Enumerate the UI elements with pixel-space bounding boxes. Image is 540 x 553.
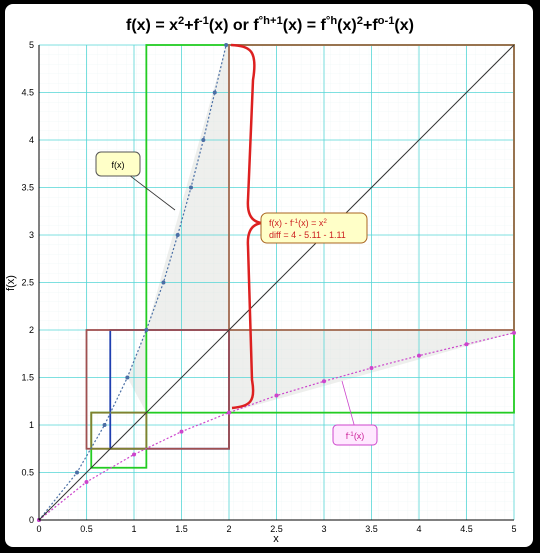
y-tick-label: 4.5 xyxy=(21,88,34,98)
series-finv-point xyxy=(84,480,89,484)
x-tick-label: 1 xyxy=(131,524,136,534)
x-tick-label: 4.5 xyxy=(460,524,473,534)
series-finv-point xyxy=(512,330,516,335)
finv-callout-box xyxy=(332,424,378,446)
diff-callout-line-1: f(x) - f-1(x) = x2 xyxy=(269,218,327,229)
series-finv-point xyxy=(369,366,374,370)
series-finv-point xyxy=(417,353,421,358)
y-tick-label: 5 xyxy=(29,40,34,50)
x-tick-label: 0 xyxy=(36,524,41,534)
finv-callout-text: f-1(x) xyxy=(346,431,365,442)
series-finv-point xyxy=(179,429,184,434)
f-callout: f(x) xyxy=(95,151,176,211)
x-tick-label: 4 xyxy=(416,524,421,534)
x-axis-label: x xyxy=(273,533,279,545)
chart-title: f(x) = x2+f-1(x) or f°h+1(x) = f°h(x)2+f… xyxy=(126,15,414,34)
square-5 xyxy=(90,411,148,450)
y-axis-label: f(x) xyxy=(5,275,17,291)
y-tick-label: 3.5 xyxy=(21,183,34,193)
series-f-point xyxy=(144,328,149,332)
finv-callout-pointer xyxy=(341,380,356,429)
y-tick-label: 0.5 xyxy=(21,468,34,478)
y-tick-labels: 0 0.5 1 1.5 2 2.5 3 3.5 4 4.5 5 xyxy=(21,40,34,525)
square-3 xyxy=(85,329,230,450)
series-finv-point xyxy=(274,393,279,398)
square-4 xyxy=(228,44,515,331)
diff-callout: f(x) - f-1(x) = x2 diff = 4 - 5.11 - 1.1… xyxy=(260,212,368,244)
y-tick-label: 2.5 xyxy=(21,278,34,288)
series-f-point xyxy=(189,185,193,190)
squares xyxy=(85,44,515,469)
series-identity-line xyxy=(38,44,515,521)
series-finv-point xyxy=(227,410,231,415)
series-finv-point xyxy=(464,342,469,347)
series-f-point xyxy=(224,43,229,47)
series-f-point xyxy=(175,233,180,237)
x-tick-labels: 0 0.5 1 1.5 2 2.5 3 3.5 4 4.5 5 xyxy=(36,524,516,534)
x-tick-label: 5 xyxy=(511,524,516,534)
y-tick-label: 3 xyxy=(29,230,34,240)
y-tick-label: 0 xyxy=(29,515,34,525)
y-tick-label: 2 xyxy=(29,325,34,335)
series xyxy=(37,43,516,522)
x-tick-label: 1.5 xyxy=(175,524,188,534)
series-f-point xyxy=(102,423,107,427)
series-finv-point xyxy=(322,379,326,384)
f-callout-text: f(x) xyxy=(112,160,125,170)
series-finv-point xyxy=(132,452,136,457)
series-f-point xyxy=(75,470,79,475)
series-f-point xyxy=(212,90,217,95)
x-tick-label: 0.5 xyxy=(80,524,93,534)
finv-callout: f-1(x) xyxy=(332,380,378,446)
x-tick-label: 2 xyxy=(226,524,231,534)
x-tick-label: 3 xyxy=(321,524,326,534)
diff-callout-box xyxy=(260,212,368,244)
y-tick-label: 4 xyxy=(29,135,34,145)
diff-callout-line-2: diff = 4 - 5.11 - 1.11 xyxy=(269,230,346,240)
x-tick-label: 2.5 xyxy=(270,524,283,534)
shaded-region-2 xyxy=(127,330,147,413)
f-callout-box xyxy=(95,151,141,177)
y-tick-label: 1.5 xyxy=(21,373,34,383)
series-f-line xyxy=(38,44,227,521)
x-tick-label: 3.5 xyxy=(365,524,378,534)
series-f-point xyxy=(125,375,130,380)
f-callout-pointer xyxy=(124,171,176,211)
series-f-point xyxy=(161,280,166,285)
y-tick-label: 1 xyxy=(29,420,34,430)
series-f-point xyxy=(201,138,206,142)
series-finv-line xyxy=(38,332,515,521)
